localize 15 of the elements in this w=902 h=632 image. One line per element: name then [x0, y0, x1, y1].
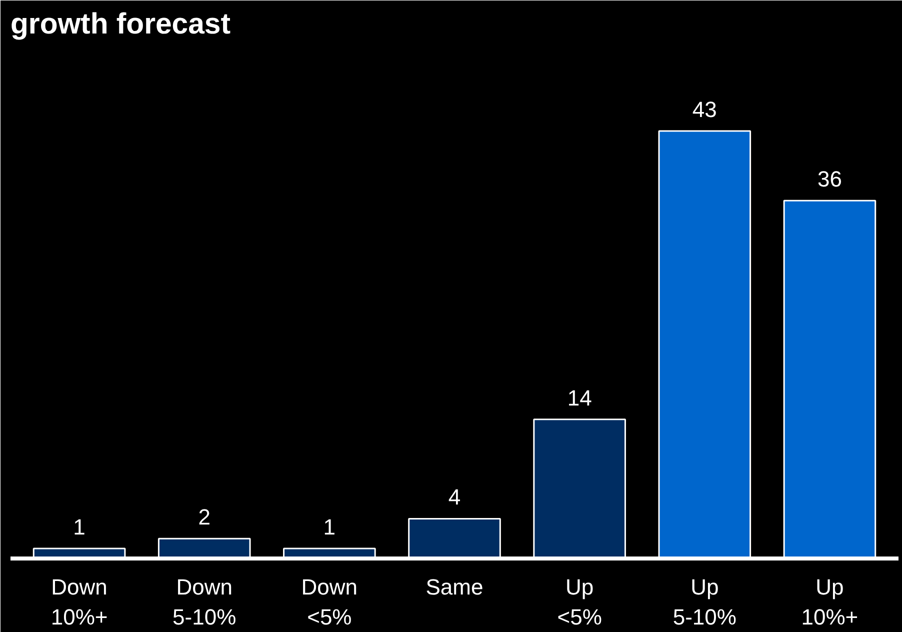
- x-tick-label: Same: [426, 574, 484, 600]
- data-label: 1: [323, 514, 336, 540]
- x-tick-label: Up <5%: [557, 574, 602, 630]
- data-label: 43: [692, 97, 717, 122]
- data-label: 4: [448, 484, 461, 510]
- data-label: 1: [73, 514, 86, 540]
- x-tick-label: Up 5-10%: [672, 574, 736, 630]
- x-tick-label: Down 5-10%: [172, 574, 236, 630]
- data-label: 14: [567, 385, 592, 410]
- x-tick-label: Down <5%: [301, 574, 358, 630]
- chart-title: growth forecast: [10, 8, 231, 40]
- data-label: 2: [198, 504, 210, 530]
- x-tick-label: Up 10%+: [801, 574, 858, 630]
- x-tick-label: Down 10%+: [50, 574, 108, 630]
- data-label: 36: [817, 166, 842, 192]
